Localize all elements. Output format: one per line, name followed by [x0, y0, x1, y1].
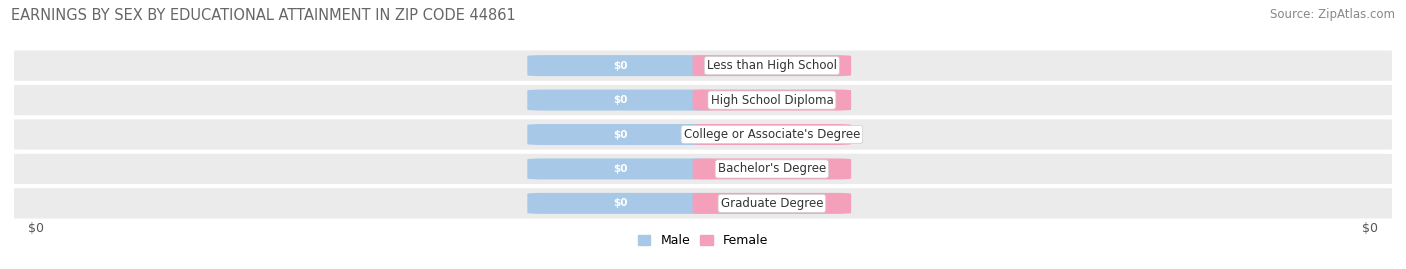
Text: $0: $0: [765, 61, 779, 71]
FancyBboxPatch shape: [0, 85, 1406, 115]
Text: Source: ZipAtlas.com: Source: ZipAtlas.com: [1270, 8, 1395, 21]
FancyBboxPatch shape: [693, 158, 851, 179]
Text: College or Associate's Degree: College or Associate's Degree: [683, 128, 860, 141]
FancyBboxPatch shape: [693, 55, 851, 76]
Text: $0: $0: [613, 129, 627, 140]
Text: $0: $0: [28, 222, 44, 235]
FancyBboxPatch shape: [0, 51, 1406, 81]
FancyBboxPatch shape: [0, 188, 1406, 218]
FancyBboxPatch shape: [527, 158, 713, 179]
FancyBboxPatch shape: [527, 193, 713, 214]
Text: EARNINGS BY SEX BY EDUCATIONAL ATTAINMENT IN ZIP CODE 44861: EARNINGS BY SEX BY EDUCATIONAL ATTAINMEN…: [11, 8, 516, 23]
FancyBboxPatch shape: [527, 90, 713, 111]
FancyBboxPatch shape: [527, 55, 713, 76]
Text: Bachelor's Degree: Bachelor's Degree: [718, 162, 825, 175]
Text: $0: $0: [765, 95, 779, 105]
Text: $0: $0: [613, 164, 627, 174]
Text: $0: $0: [1362, 222, 1378, 235]
Text: $0: $0: [765, 198, 779, 208]
FancyBboxPatch shape: [0, 119, 1406, 150]
Text: High School Diploma: High School Diploma: [710, 94, 834, 107]
Text: $0: $0: [613, 198, 627, 208]
Text: Less than High School: Less than High School: [707, 59, 837, 72]
FancyBboxPatch shape: [0, 154, 1406, 184]
FancyBboxPatch shape: [693, 90, 851, 111]
Legend: Male, Female: Male, Female: [633, 229, 773, 252]
Text: $0: $0: [765, 164, 779, 174]
FancyBboxPatch shape: [527, 124, 713, 145]
Text: $0: $0: [765, 129, 779, 140]
Text: $0: $0: [613, 61, 627, 71]
Text: $0: $0: [613, 95, 627, 105]
FancyBboxPatch shape: [693, 193, 851, 214]
Text: Graduate Degree: Graduate Degree: [721, 197, 823, 210]
FancyBboxPatch shape: [693, 124, 851, 145]
